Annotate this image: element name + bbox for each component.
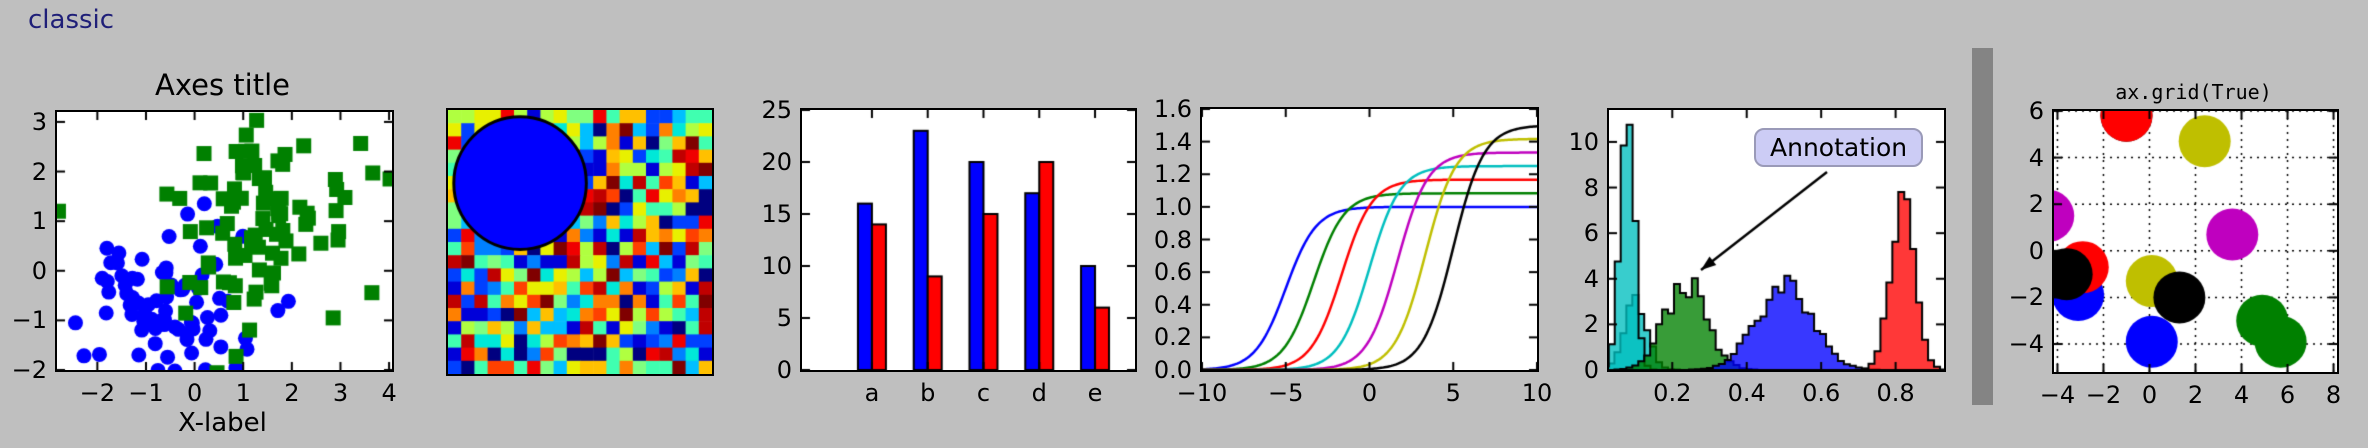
tick-label-y: 4 <box>1583 264 1599 293</box>
tick-label-x: 0 <box>2141 381 2158 409</box>
tick-label-y: 0 <box>776 356 792 384</box>
tick-label-x: 0.2 <box>1653 379 1692 407</box>
tick-label-x: b <box>920 379 936 407</box>
tick-label-x: 3 <box>332 379 349 407</box>
tick-label-y: 8 <box>1583 173 1599 202</box>
tick-label-y: 0 <box>2028 236 2044 265</box>
tick-label-y: 15 <box>761 200 792 228</box>
tick-label-y: 1 <box>31 207 47 236</box>
chart-scatter-canvas <box>57 112 392 370</box>
chart-scatter-xlabel: X-label <box>178 408 267 438</box>
chart-gridscatter: −4 −2 0 2 4 6 8 −4 −2 0 2 4 6 <box>2009 97 2342 409</box>
tick-label-y: 6 <box>1583 219 1599 248</box>
tick-label-y: 20 <box>761 148 792 176</box>
chart-scatter: −2 −1 0 1 2 3 4 −2 −1 0 1 2 3 <box>12 108 397 407</box>
tick-label-y: 0.2 <box>1153 323 1192 352</box>
tick-label-y: 25 <box>761 96 792 124</box>
tick-label-y: 4 <box>2028 143 2044 172</box>
tick-label-x: 4 <box>2233 381 2250 409</box>
tick-label-x: d <box>1031 379 1047 407</box>
chart-bars-canvas <box>802 110 1135 370</box>
tick-label-y: 2 <box>1583 310 1599 339</box>
tick-label-x: −4 <box>2039 381 2076 409</box>
chart-image-canvas <box>448 110 712 374</box>
tick-label-x: −5 <box>1268 379 1304 407</box>
chart-hist: Annotation 0.2 0.4 0.6 0.8 0 2 4 6 8 10 <box>1568 108 1946 407</box>
tick-label-x: 2 <box>284 379 300 407</box>
chart-lines-canvas <box>1202 109 1537 370</box>
tick-label-x: 0.4 <box>1727 379 1766 407</box>
tick-label-y: 2 <box>2028 190 2044 219</box>
tick-label-y: 0.0 <box>1153 356 1192 384</box>
tick-label-x: 10 <box>1521 379 1553 407</box>
panel-divider <box>1972 48 1993 405</box>
tick-label-y: −2 <box>2008 283 2044 312</box>
tick-label-y: 3 <box>31 107 47 136</box>
tick-label-x: 0 <box>186 379 203 407</box>
tick-label-y: 0.4 <box>1153 290 1192 319</box>
tick-label-y: −1 <box>11 306 47 335</box>
chart-lines: −10 −5 0 5 10 0.0 0.2 0.4 0.6 0.8 1.0 1.2 1.4 1.6 <box>1154 95 1552 407</box>
annotation-box: Annotation <box>1754 128 1924 167</box>
tick-label-x: 0.6 <box>1802 379 1841 407</box>
tick-label-y: −2 <box>11 356 47 384</box>
tick-label-y: −4 <box>2008 330 2044 359</box>
tick-label-y: 1.4 <box>1153 127 1192 156</box>
tick-label-y: 1.6 <box>1153 95 1192 123</box>
tick-label-x: 0 <box>1361 379 1378 407</box>
tick-label-y: 10 <box>761 252 792 280</box>
tick-label-y: 0 <box>31 256 47 285</box>
tick-label-x: c <box>976 379 991 407</box>
tick-label-x: −1 <box>128 379 164 407</box>
tick-label-y: 0 <box>1583 356 1599 384</box>
tick-label-x: 4 <box>381 379 397 407</box>
tick-label-x: 5 <box>1445 379 1461 407</box>
tick-label-x: −10 <box>1176 379 1228 407</box>
tick-label-x: −2 <box>79 379 116 407</box>
tick-label-x: e <box>1087 379 1103 407</box>
tick-label-y: 10 <box>1568 127 1599 156</box>
tick-label-y: 1.2 <box>1153 160 1192 189</box>
tick-label-x: a <box>864 379 880 407</box>
tick-label-y: 6 <box>2028 97 2044 125</box>
tick-label-y: 5 <box>776 304 792 332</box>
tick-label-y: 1.0 <box>1153 192 1192 221</box>
tick-label-x: −2 <box>2085 381 2122 409</box>
tick-label-x: 1 <box>235 379 251 407</box>
tick-label-x: 2 <box>2187 381 2204 409</box>
chart-scatter-title: Axes title <box>155 68 290 102</box>
tick-label-y: 2 <box>31 157 47 186</box>
tick-label-x: 6 <box>2279 381 2296 409</box>
chart-gridscatter-canvas <box>2054 111 2337 372</box>
tick-label-y: 0.6 <box>1153 258 1192 287</box>
chart-image <box>446 108 714 376</box>
chart-gridscatter-title: ax.grid(True) <box>2115 80 2272 104</box>
chart-bars: a b c d e 0 5 10 15 20 25 <box>761 96 1137 407</box>
tick-label-x: 0.8 <box>1876 379 1915 407</box>
tick-label-y: 0.8 <box>1153 225 1192 254</box>
style-name-label: classic <box>28 5 115 35</box>
tick-label-x: 8 <box>2325 381 2342 409</box>
